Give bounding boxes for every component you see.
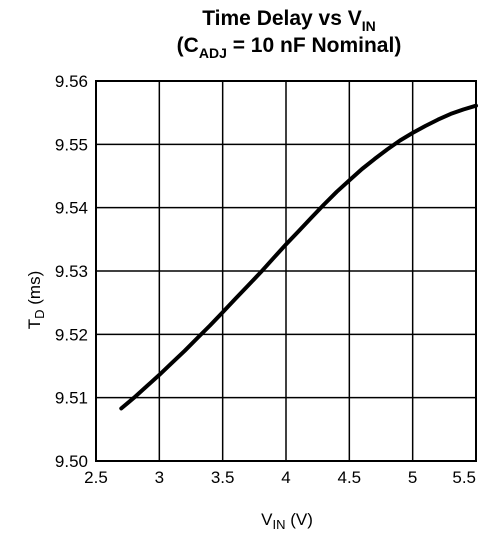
x-tick-label: 3 — [155, 468, 164, 487]
grid — [95, 80, 477, 462]
y-tick-label: 9.55 — [55, 135, 88, 154]
x-tick-label: 2.5 — [84, 468, 108, 487]
y-tick-label: 9.50 — [55, 452, 88, 471]
data-point — [145, 384, 149, 388]
data-point — [183, 349, 187, 353]
chart-title-line2-subscript: ADJ — [198, 45, 227, 61]
chart-title: Time Delay vs VIN (CADJ = 10 nF Nominal) — [0, 6, 499, 61]
data-point — [423, 124, 427, 128]
data-point — [347, 178, 351, 182]
data-point — [208, 323, 212, 327]
x-tick-label: 5.5 — [452, 468, 476, 487]
data-point — [259, 270, 263, 274]
x-axis-label-subscript: IN — [272, 517, 285, 532]
data-point — [436, 118, 440, 122]
data-points — [119, 104, 478, 410]
data-point — [309, 216, 313, 220]
x-tick-label: 5 — [408, 468, 417, 487]
y-axis-label: TD (ms) — [25, 271, 47, 330]
chart-title-line1-text: Time Delay vs V — [202, 7, 362, 30]
x-tick-labels: 2.5 3 3.5 4 4.5 5 5.5 — [84, 468, 476, 487]
x-axis-label-main: V — [261, 510, 273, 529]
data-point — [461, 108, 465, 111]
chart-title-line1-subscript: IN — [361, 18, 376, 34]
y-tick-label: 9.52 — [55, 325, 88, 344]
data-point — [335, 190, 339, 194]
data-point — [385, 147, 389, 151]
y-tick-label: 9.53 — [55, 262, 88, 281]
y-axis-label-main: T — [25, 319, 44, 329]
data-point — [119, 406, 123, 410]
plot-frame — [95, 80, 477, 462]
x-tick-label: 4.5 — [338, 468, 362, 487]
series-line — [119, 103, 478, 411]
data-point — [132, 396, 136, 400]
data-point — [284, 242, 288, 246]
x-tick-label: 4 — [281, 468, 290, 487]
data-point — [322, 203, 326, 206]
data-point — [360, 167, 364, 171]
x-tick-label: 3.5 — [211, 468, 235, 487]
chart-title-line1: Time Delay vs VIN — [0, 6, 499, 34]
data-point — [373, 157, 377, 161]
data-point — [474, 104, 478, 108]
data-point — [195, 336, 199, 340]
data-point — [449, 112, 453, 116]
chart-title-line2-pre: (C — [176, 34, 199, 57]
data-point — [221, 310, 225, 314]
data-point — [411, 131, 415, 135]
data-point — [246, 284, 250, 288]
y-tick-labels: 9.50 9.51 9.52 9.53 9.54 9.55 9.56 — [55, 72, 88, 471]
y-tick-label: 9.54 — [55, 199, 88, 218]
y-tick-label: 9.51 — [55, 389, 88, 408]
data-point — [157, 373, 161, 377]
chart-title-line2-post: = 10 nF Nominal) — [226, 34, 402, 57]
y-axis-label-subscript: D — [32, 309, 47, 318]
x-axis-label: VIN (V) — [261, 510, 313, 532]
data-point — [398, 139, 402, 143]
y-axis-label-unit: (ms) — [25, 271, 44, 310]
data-point — [233, 297, 237, 301]
data-point — [271, 256, 275, 260]
data-point — [297, 229, 301, 233]
y-tick-label: 9.56 — [55, 72, 88, 91]
data-point — [170, 361, 174, 365]
chart-title-line2: (CADJ = 10 nF Nominal) — [0, 33, 499, 61]
x-axis-label-unit: (V) — [285, 510, 312, 529]
